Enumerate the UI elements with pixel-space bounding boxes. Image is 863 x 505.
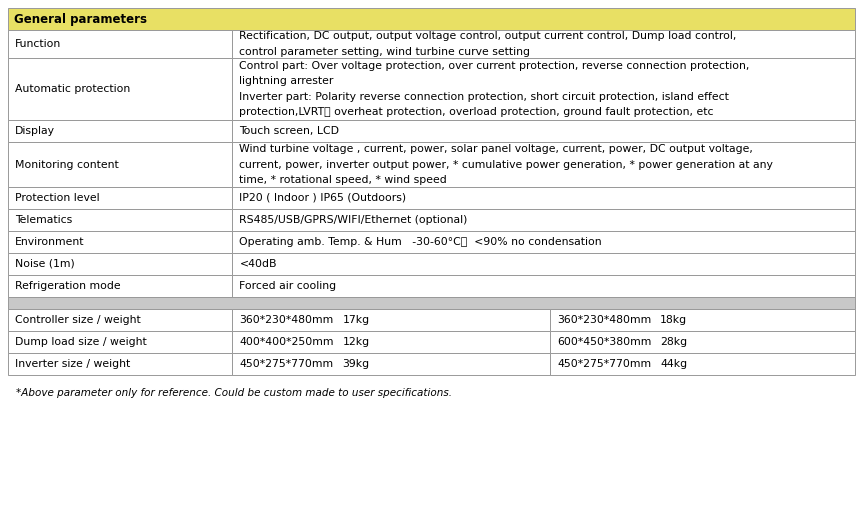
Bar — [232, 30, 855, 58]
Text: 17kg: 17kg — [343, 315, 369, 325]
Text: 450*275*770mm: 450*275*770mm — [239, 359, 334, 369]
Text: Refrigeration mode: Refrigeration mode — [15, 281, 121, 291]
Bar — [232, 187, 855, 209]
Text: Monitoring content: Monitoring content — [15, 160, 119, 170]
Text: 360*230*480mm: 360*230*480mm — [557, 315, 652, 325]
Bar — [232, 353, 550, 375]
Text: Rectification, DC output, output voltage control, output current control, Dump l: Rectification, DC output, output voltage… — [239, 31, 737, 41]
Text: 600*450*380mm: 600*450*380mm — [557, 337, 652, 347]
Text: Dump load size / weight: Dump load size / weight — [15, 337, 147, 347]
Text: Telematics: Telematics — [15, 215, 72, 225]
Bar — [8, 309, 232, 331]
Text: Operating amb. Temp. & Hum   -30-60°C，  <90% no condensation: Operating amb. Temp. & Hum -30-60°C， <90… — [239, 237, 602, 247]
Text: <40dB: <40dB — [239, 259, 277, 269]
Text: Inverter part: Polarity reverse connection protection, short circuit protection,: Inverter part: Polarity reverse connecti… — [239, 92, 729, 102]
Bar — [8, 275, 232, 297]
Bar — [8, 353, 232, 375]
Text: 44kg: 44kg — [660, 359, 687, 369]
Text: protection,LVRT、 overheat protection, overload protection, ground fault protecti: protection,LVRT、 overheat protection, ov… — [239, 108, 714, 117]
Bar — [8, 231, 232, 253]
Text: Touch screen, LCD: Touch screen, LCD — [239, 126, 339, 136]
Text: 28kg: 28kg — [660, 337, 687, 347]
Text: Function: Function — [15, 39, 61, 49]
Text: 450*275*770mm: 450*275*770mm — [557, 359, 652, 369]
Text: Wind turbine voltage , current, power, solar panel voltage, current, power, DC o: Wind turbine voltage , current, power, s… — [239, 144, 753, 154]
Text: Automatic protection: Automatic protection — [15, 84, 130, 94]
Bar — [232, 331, 550, 353]
Text: Noise (1m): Noise (1m) — [15, 259, 75, 269]
Text: 18kg: 18kg — [660, 315, 687, 325]
Text: Environment: Environment — [15, 237, 85, 247]
Bar — [550, 309, 855, 331]
Text: 12kg: 12kg — [343, 337, 369, 347]
Text: time, * rotational speed, * wind speed: time, * rotational speed, * wind speed — [239, 175, 447, 185]
Bar — [232, 231, 855, 253]
Text: *Above parameter only for reference. Could be custom made to user specifications: *Above parameter only for reference. Cou… — [16, 388, 452, 398]
Text: Forced air cooling: Forced air cooling — [239, 281, 337, 291]
Bar — [232, 253, 855, 275]
Bar — [550, 353, 855, 375]
Text: 39kg: 39kg — [343, 359, 369, 369]
Bar — [8, 253, 232, 275]
Text: Controller size / weight: Controller size / weight — [15, 315, 141, 325]
Bar — [8, 187, 232, 209]
Bar — [8, 142, 232, 187]
Text: Inverter size / weight: Inverter size / weight — [15, 359, 130, 369]
Bar — [8, 8, 855, 30]
Bar — [550, 331, 855, 353]
Text: lightning arrester: lightning arrester — [239, 76, 334, 86]
Bar — [8, 30, 232, 58]
Bar — [232, 309, 550, 331]
Bar — [232, 120, 855, 142]
Text: General parameters: General parameters — [14, 13, 147, 25]
Text: control parameter setting, wind turbine curve setting: control parameter setting, wind turbine … — [239, 47, 531, 57]
Text: Control part: Over voltage protection, over current protection, reverse connecti: Control part: Over voltage protection, o… — [239, 61, 750, 71]
Bar — [232, 209, 855, 231]
Text: current, power, inverter output power, * cumulative power generation, * power ge: current, power, inverter output power, *… — [239, 160, 773, 170]
Text: Protection level: Protection level — [15, 193, 99, 203]
Bar — [8, 58, 232, 120]
Text: 360*230*480mm: 360*230*480mm — [239, 315, 334, 325]
Text: IP20 ( Indoor ) IP65 (Outdoors): IP20 ( Indoor ) IP65 (Outdoors) — [239, 193, 406, 203]
Bar — [8, 331, 232, 353]
Text: RS485/USB/GPRS/WIFI/Ethernet (optional): RS485/USB/GPRS/WIFI/Ethernet (optional) — [239, 215, 468, 225]
Bar — [8, 120, 232, 142]
Text: Display: Display — [15, 126, 55, 136]
Bar — [8, 209, 232, 231]
Bar — [232, 275, 855, 297]
Text: 400*400*250mm: 400*400*250mm — [239, 337, 334, 347]
Bar — [8, 297, 855, 309]
Bar — [232, 142, 855, 187]
Bar — [232, 58, 855, 120]
